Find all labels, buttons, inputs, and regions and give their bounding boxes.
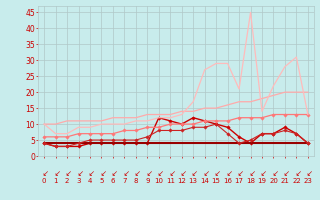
Text: ↗: ↗ [75,167,82,176]
Text: ↗: ↗ [282,167,288,176]
Text: ↗: ↗ [247,167,254,176]
Text: ↗: ↗ [179,167,185,176]
Text: ↗: ↗ [64,167,70,176]
Text: ↗: ↗ [144,167,150,176]
Text: ↗: ↗ [133,167,139,176]
Text: ↗: ↗ [293,167,300,176]
Text: ↗: ↗ [167,167,173,176]
Text: ↗: ↗ [98,167,105,176]
Text: ↗: ↗ [236,167,242,176]
Text: ↗: ↗ [259,167,265,176]
Text: ↗: ↗ [213,167,219,176]
Text: ↗: ↗ [190,167,196,176]
Text: ↗: ↗ [41,167,47,176]
Text: ↗: ↗ [121,167,128,176]
Text: ↗: ↗ [202,167,208,176]
Text: ↗: ↗ [87,167,93,176]
Text: ↗: ↗ [224,167,231,176]
Text: ↗: ↗ [110,167,116,176]
Text: ↗: ↗ [156,167,162,176]
Text: ↗: ↗ [270,167,277,176]
Text: ↗: ↗ [305,167,311,176]
Text: ↗: ↗ [52,167,59,176]
